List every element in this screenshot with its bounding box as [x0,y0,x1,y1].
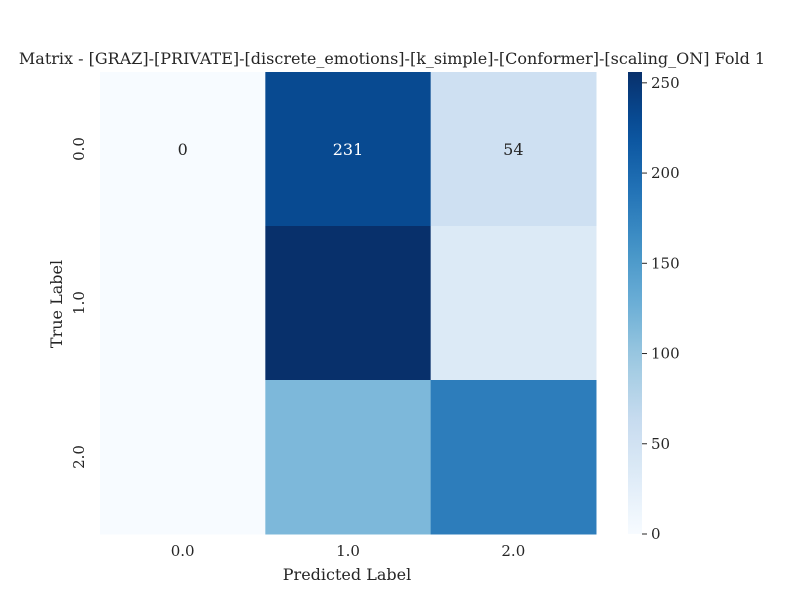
y-axis-ticks: 0.0 1.0 2.0 [70,137,88,469]
y-tick-label: 1.0 [70,291,88,315]
chart-title: Matrix - [GRAZ]-[PRIVATE]-[discrete_emot… [19,49,765,68]
heatmap-cell-1-2 [430,226,597,381]
heatmap-cell-0-0 [100,72,266,227]
heatmap-cell-0-2 [430,72,597,227]
colorbar-tick-label: 50 [651,435,670,453]
x-tick-label: 2.0 [501,542,525,560]
x-tick-label: 1.0 [336,542,360,560]
x-tick-label: 0.0 [171,542,195,560]
colorbar-tick-label: 200 [651,164,680,182]
heatmap-cells [100,72,597,535]
x-axis-label: Predicted Label [283,565,411,584]
colorbar-tick-label: 250 [651,74,680,92]
heatmap-cell-1-1 [265,226,432,381]
heatmap-cell-1-0 [100,226,266,381]
y-tick-label: 0.0 [70,137,88,161]
colorbar-tick-label: 100 [651,345,680,363]
cell-annotations: 0 231 54 [178,140,524,159]
cell-value-0-2: 54 [503,140,523,159]
heatmap-cell-0-1 [265,72,432,227]
x-axis-ticks: 0.0 1.0 2.0 [171,542,526,560]
cell-value-0-1: 231 [333,140,364,159]
colorbar-tick-label: 0 [651,525,661,543]
heatmap-cell-2-2 [430,380,597,535]
heatmap-cell-2-1 [265,380,432,535]
y-tick-label: 2.0 [70,445,88,469]
cell-value-0-0: 0 [178,140,188,159]
colorbar [628,72,642,534]
y-axis-label: True Label [47,260,66,348]
colorbar-ticks: 0 50 100 150 200 250 [642,74,680,543]
colorbar-tick-label: 150 [651,254,680,272]
heatmap-cell-2-0 [100,380,266,535]
